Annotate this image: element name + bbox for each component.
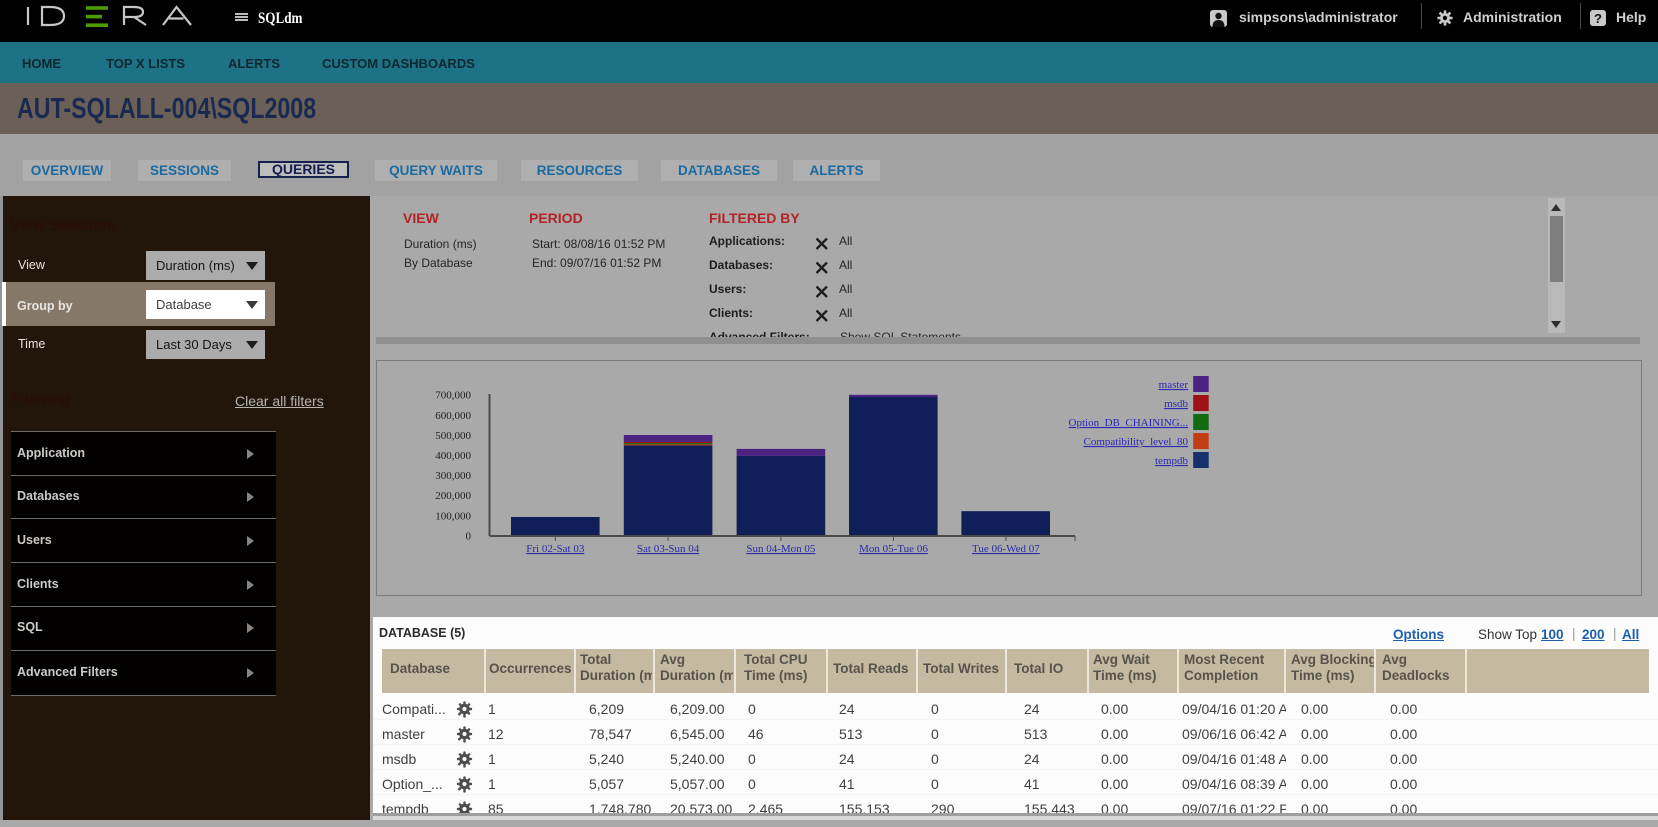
- svg-text:600,000: 600,000: [435, 410, 471, 422]
- svg-text:300,000: 300,000: [435, 470, 471, 482]
- svg-text:tempdb: tempdb: [1155, 455, 1188, 467]
- svg-text:0: 0: [466, 530, 472, 542]
- svg-text:Sun 04-Mon 05: Sun 04-Mon 05: [746, 543, 816, 555]
- svg-text:500,000: 500,000: [435, 430, 471, 442]
- svg-text:400,000: 400,000: [435, 450, 471, 462]
- svg-text:Option_DB_CHAINING...: Option_DB_CHAINING...: [1069, 417, 1189, 429]
- svg-text:msdb: msdb: [1164, 398, 1188, 410]
- svg-text:Fri 02-Sat 03: Fri 02-Sat 03: [526, 543, 585, 555]
- svg-text:Tue 06-Wed 07: Tue 06-Wed 07: [972, 543, 1040, 555]
- svg-text:200,000: 200,000: [435, 490, 471, 502]
- svg-text:100,000: 100,000: [435, 510, 471, 522]
- svg-text:master: master: [1159, 379, 1189, 391]
- svg-text:700,000: 700,000: [435, 390, 471, 402]
- svg-text:Mon 05-Tue 06: Mon 05-Tue 06: [859, 543, 928, 555]
- svg-text:Compatibility_level_80: Compatibility_level_80: [1084, 436, 1189, 448]
- svg-text:Sat 03-Sun 04: Sat 03-Sun 04: [637, 543, 700, 555]
